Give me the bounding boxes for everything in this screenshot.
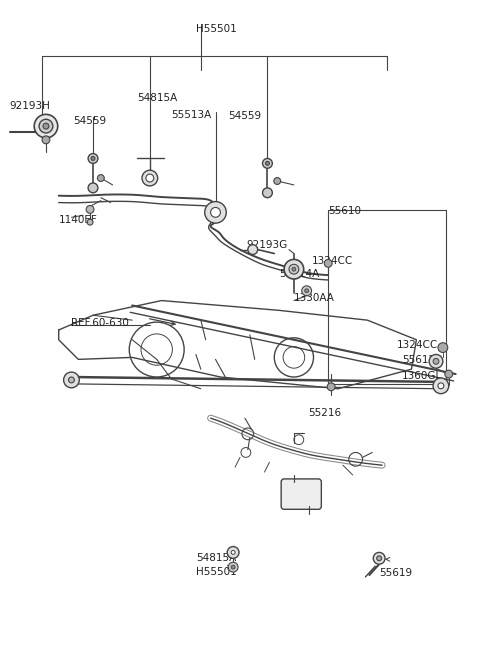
Circle shape [142,170,157,186]
Circle shape [263,188,272,197]
Text: REF.60-630: REF.60-630 [72,318,129,328]
Circle shape [34,114,58,138]
Text: 54559: 54559 [73,116,107,127]
Circle shape [305,289,309,293]
Circle shape [39,119,53,133]
Text: H55501: H55501 [196,24,237,34]
Circle shape [274,178,281,184]
Circle shape [433,358,439,364]
Text: 92193H: 92193H [10,100,50,111]
Text: 55619: 55619 [379,568,412,578]
Circle shape [97,174,104,182]
Text: 55612: 55612 [402,356,435,365]
Circle shape [204,201,226,223]
Text: 55513A: 55513A [171,110,212,121]
Circle shape [438,342,448,352]
Circle shape [87,219,93,225]
Text: 1324CC: 1324CC [397,340,438,350]
Text: 55614A: 55614A [279,269,320,279]
Text: 92193G: 92193G [247,240,288,250]
Circle shape [231,550,235,554]
Text: 55216: 55216 [309,408,342,419]
Circle shape [86,205,94,213]
Circle shape [248,245,258,255]
Circle shape [324,259,332,267]
Text: 55610: 55610 [328,205,361,216]
Circle shape [231,565,235,569]
Circle shape [438,383,444,389]
Circle shape [43,123,49,129]
Circle shape [265,161,269,165]
Circle shape [228,562,238,572]
Circle shape [284,259,304,279]
Circle shape [91,157,95,161]
Circle shape [263,159,272,168]
Text: 54559: 54559 [228,112,262,121]
Circle shape [289,264,299,274]
Circle shape [292,267,296,271]
Circle shape [377,556,382,561]
Circle shape [302,286,312,296]
Circle shape [429,354,443,368]
Circle shape [445,370,453,378]
Circle shape [88,154,98,163]
Circle shape [327,383,335,391]
Circle shape [146,174,154,182]
Circle shape [42,136,50,144]
Text: 1140EF: 1140EF [59,215,97,225]
Text: 54815A: 54815A [137,92,177,103]
Text: H55501: H55501 [196,567,237,577]
Circle shape [433,378,449,394]
Circle shape [63,372,79,388]
Text: 1360GJ: 1360GJ [402,371,439,381]
Circle shape [373,552,385,564]
Text: 1324CC: 1324CC [312,256,353,266]
Circle shape [69,377,74,383]
Text: 54815A: 54815A [196,554,236,564]
Text: 1330AA: 1330AA [294,293,335,302]
Circle shape [227,546,239,558]
Circle shape [211,207,220,217]
FancyBboxPatch shape [281,479,321,509]
Circle shape [88,183,98,193]
